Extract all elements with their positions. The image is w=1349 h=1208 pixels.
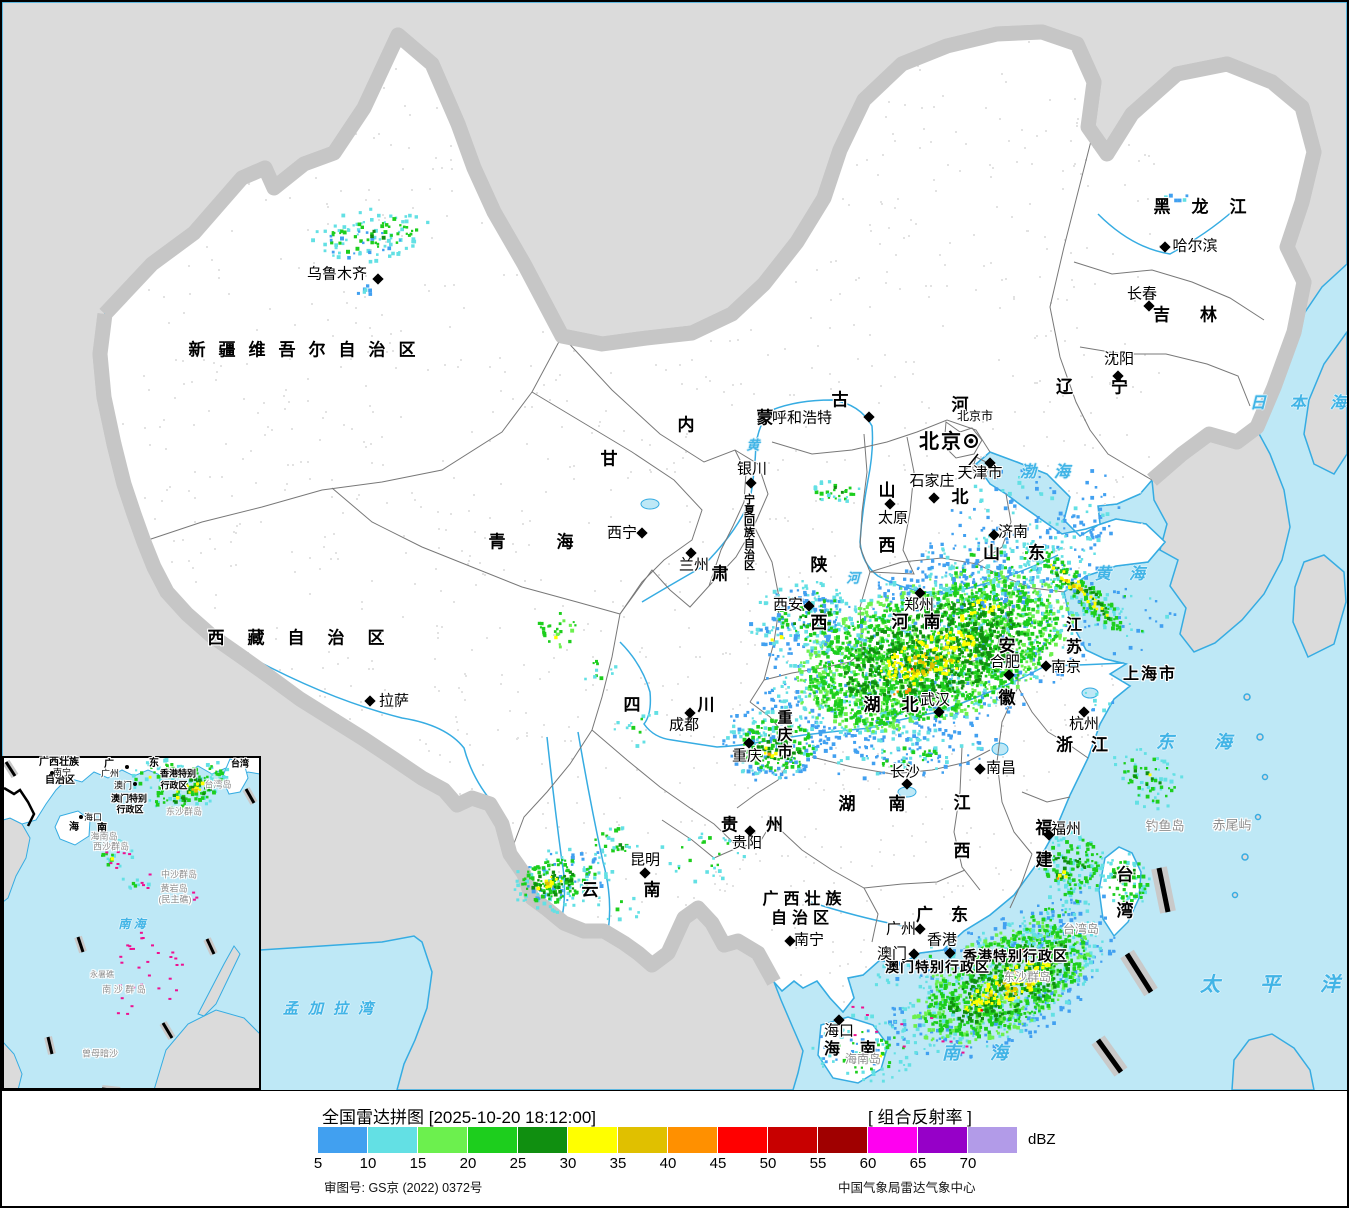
colorbar-segment-40: [668, 1127, 717, 1153]
tick-10: 10: [359, 1155, 377, 1172]
tick-5: 5: [313, 1155, 323, 1172]
foreign-islands: [1231, 330, 1347, 1090]
echo-cluster: [1103, 852, 1151, 906]
tick-55: 55: [809, 1155, 827, 1172]
luzon-island: [1231, 1033, 1315, 1090]
tick-35: 35: [609, 1155, 627, 1172]
china-radar-map: [2, 2, 1347, 1090]
product-name: [ 组合反射率 ]: [868, 1108, 972, 1127]
tick-65: 65: [909, 1155, 927, 1172]
echo-cluster: [1084, 691, 1115, 713]
echo-cluster: [597, 896, 640, 922]
japan-kyushu: [1292, 554, 1347, 659]
echo-cluster: [811, 1013, 918, 1083]
colorbar-ticks: 5 10 15 20 25 30 35 40 45 50 55 60 65 70: [2, 1155, 1347, 1173]
dbz-colorbar: [318, 1127, 1018, 1153]
echo-cluster: [1113, 748, 1184, 811]
colorbar-segment-10: [368, 1127, 417, 1153]
taiwan-island: [1098, 846, 1142, 938]
echo-cluster: [950, 469, 1121, 540]
colorbar-segment-35: [618, 1127, 667, 1153]
tick-60: 60: [859, 1155, 877, 1172]
inset-border: [2, 756, 261, 1090]
echo-cluster: [356, 284, 373, 296]
colorbar-segment-15: [418, 1127, 467, 1153]
echo-cluster: [1072, 582, 1177, 656]
echo-cluster: [95, 839, 135, 868]
tick-70: 70: [959, 1155, 977, 1172]
tick-15: 15: [409, 1155, 427, 1172]
echo-cluster: [131, 758, 184, 789]
nine-dash-line: [1091, 866, 1176, 1077]
tick-30: 30: [559, 1155, 577, 1172]
japan-honshu: [1303, 330, 1347, 475]
tianjin-arrow: [965, 453, 979, 470]
radar-echo-layer: [311, 193, 1189, 1083]
colorbar-segment-60: [868, 1127, 917, 1153]
colorbar-segment-45: [718, 1127, 767, 1153]
pearl-river: [803, 899, 919, 930]
echo-cluster: [311, 207, 430, 264]
colorbar-segment-5: [318, 1127, 367, 1153]
inset-vn-border: [3, 786, 36, 827]
salween-river: [577, 731, 611, 933]
echo-cluster: [888, 901, 1116, 1061]
echo-cluster: [121, 877, 151, 890]
agency-credit: 中国气象局雷达气象中心: [838, 1181, 976, 1195]
tick-25: 25: [509, 1155, 527, 1172]
colorbar-segment-25: [518, 1127, 567, 1153]
echo-cluster: [660, 832, 746, 884]
inset-hainan: [54, 810, 91, 846]
echo-cluster: [537, 612, 577, 649]
inset-taiwan: [221, 758, 249, 795]
colorbar-segment-20: [468, 1127, 517, 1153]
lakes: [640, 498, 1099, 798]
colorbar-segment-55: [818, 1127, 867, 1153]
echo-cluster: [1164, 193, 1189, 203]
south-china-sea-inset: [2, 756, 261, 1090]
echo-cluster: [613, 711, 659, 748]
echo-cluster: [764, 553, 1102, 750]
echo-cluster: [584, 659, 618, 681]
tick-20: 20: [459, 1155, 477, 1172]
inset-palawan: [197, 945, 241, 1017]
echo-cluster: [889, 514, 1113, 609]
songhua-river: [1097, 209, 1235, 255]
colorbar-segment-70: [968, 1127, 1017, 1153]
echo-cluster: [1022, 540, 1133, 632]
echo-cluster: [813, 480, 861, 503]
unit-label: dBZ: [1028, 1131, 1056, 1148]
map-license-number: 审图号: GS京 (2022) 0372号: [324, 1181, 483, 1195]
colorbar-segment-30: [568, 1127, 617, 1153]
legend-panel: 全国雷达拼图 [2025-10-20 18:12:00] [ 组合反射率 ] d…: [2, 1090, 1347, 1206]
brahmaputra-river: [231, 646, 493, 803]
reef-markers: [851, 1005, 969, 1054]
map-title: 全国雷达拼图 [2025-10-20 18:12:00]: [322, 1108, 597, 1127]
echo-cluster: [148, 761, 230, 815]
tick-40: 40: [659, 1155, 677, 1172]
colorbar-segment-65: [918, 1127, 967, 1153]
echo-cluster: [823, 724, 998, 781]
echo-cluster: [513, 847, 615, 914]
echo-cluster: [1003, 857, 1113, 962]
colorbar-segment-50: [768, 1127, 817, 1153]
echo-cluster: [594, 826, 639, 857]
tick-45: 45: [709, 1155, 727, 1172]
tick-50: 50: [759, 1155, 777, 1172]
echo-cluster: [722, 699, 836, 782]
